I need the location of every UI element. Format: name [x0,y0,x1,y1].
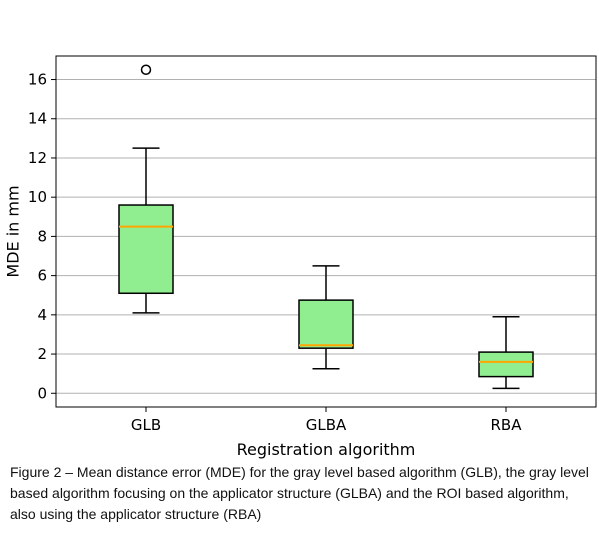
x-axis-label: Registration algorithm [237,440,416,459]
y-tick-label: 2 [37,345,47,363]
y-tick-label: 10 [28,188,47,206]
y-tick-label: 8 [37,227,47,245]
y-tick-label: 16 [28,71,47,89]
boxes [118,64,534,390]
y-tick-label: 4 [37,306,47,324]
iqr-box [118,204,174,295]
y-tick-label: 6 [37,267,47,285]
y-axis-label: MDE in mm [4,185,23,277]
axes: 0 2 4 6 8 10 12 14 16 GLB GLBA RBA Registration algo… [4,71,523,459]
iqr-box [298,299,354,349]
y-tick-label: 0 [37,384,47,402]
y-tick-label: 14 [28,110,47,128]
x-tick-label: GLB [131,416,161,434]
outlier-point [140,64,152,75]
x-tick-label: GLBA [306,416,347,434]
figure-caption: Figure 2 – Mean distance error (MDE) for… [10,464,589,522]
box-plot-chart: 0 2 4 6 8 10 12 14 16 GLB GLBA RBA Registration algo… [4,55,597,459]
iqr-box [478,351,534,378]
y-tick-label: 12 [28,149,47,167]
x-tick-label: RBA [491,416,523,434]
